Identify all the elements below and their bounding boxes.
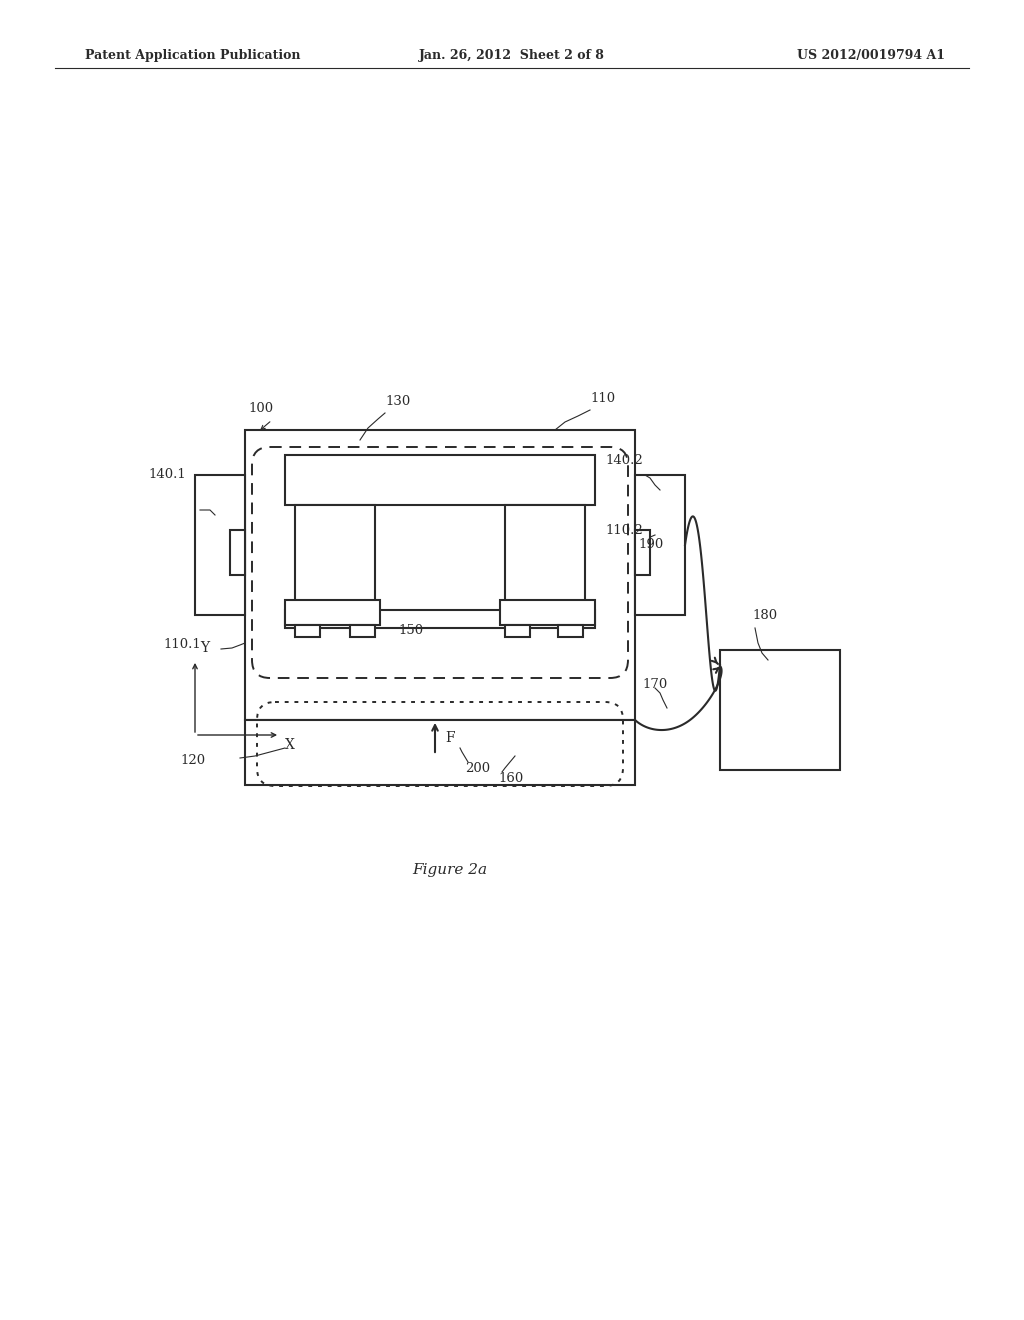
Bar [720, 649, 840, 770]
Text: 110: 110 [590, 392, 615, 405]
Text: 160: 160 [498, 772, 523, 785]
Text: F: F [445, 731, 455, 744]
Text: 120: 120 [180, 754, 205, 767]
Text: Jan. 26, 2012  Sheet 2 of 8: Jan. 26, 2012 Sheet 2 of 8 [419, 49, 605, 62]
Bar [285, 601, 380, 624]
Bar [505, 506, 585, 615]
Bar [285, 455, 595, 506]
Text: 190: 190 [638, 539, 664, 552]
Bar [505, 624, 530, 638]
Text: 150: 150 [398, 623, 423, 636]
Text: 110.1: 110.1 [163, 639, 201, 652]
Bar [195, 475, 245, 615]
Text: 170: 170 [642, 678, 668, 692]
Text: Patent Application Publication: Patent Application Publication [85, 49, 300, 62]
Text: 130: 130 [385, 395, 411, 408]
Bar [500, 601, 595, 624]
Text: 140.1: 140.1 [148, 469, 185, 482]
Text: 200: 200 [465, 762, 490, 775]
Text: US 2012/0019794 A1: US 2012/0019794 A1 [797, 49, 945, 62]
Bar [285, 610, 595, 628]
Text: X: X [285, 738, 295, 752]
Text: Y: Y [200, 642, 209, 655]
Bar [558, 624, 583, 638]
Text: 180: 180 [752, 609, 777, 622]
Text: 140.2: 140.2 [605, 454, 643, 466]
Bar [295, 624, 319, 638]
Text: 110.2: 110.2 [605, 524, 643, 536]
Bar [635, 475, 685, 615]
Bar [635, 531, 650, 576]
Bar [230, 531, 245, 576]
Bar [245, 719, 635, 785]
Bar [350, 624, 375, 638]
Bar [295, 506, 375, 615]
Text: 100: 100 [248, 403, 273, 414]
Text: Figure 2a: Figure 2a [413, 863, 487, 876]
Bar [245, 430, 635, 719]
